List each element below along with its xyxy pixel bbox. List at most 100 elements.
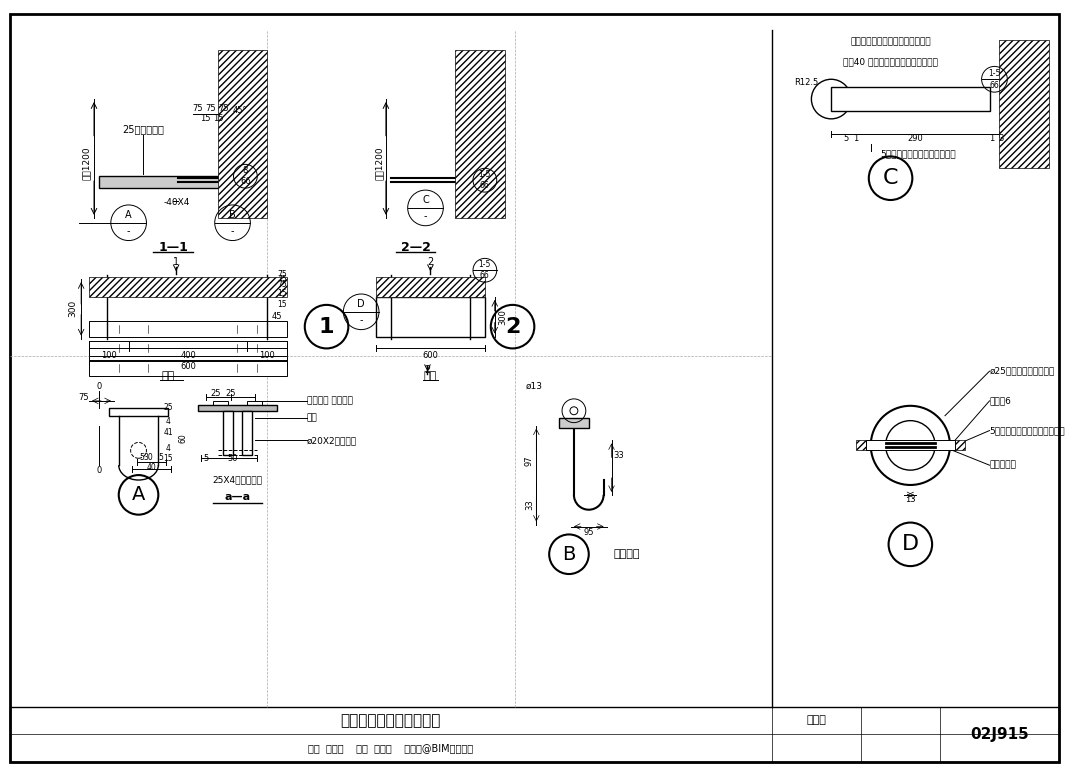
Text: 13: 13 <box>905 495 916 504</box>
Text: 45°: 45° <box>232 106 246 116</box>
Text: D: D <box>357 299 365 309</box>
Text: 1: 1 <box>989 134 994 143</box>
Text: 100: 100 <box>259 351 275 360</box>
Text: 75: 75 <box>278 279 287 289</box>
Bar <box>376 297 485 337</box>
Text: 1-5: 1-5 <box>478 261 491 269</box>
Text: 5: 5 <box>203 454 208 462</box>
Text: 100: 100 <box>100 351 117 360</box>
Text: 2: 2 <box>424 365 431 375</box>
Text: 无障碍卫生间置物架详图: 无障碍卫生间置物架详图 <box>340 713 441 728</box>
Text: 25: 25 <box>163 404 173 412</box>
Text: 成品挂钩: 成品挂钩 <box>613 549 640 559</box>
Bar <box>559 417 589 428</box>
Text: 75: 75 <box>192 105 203 113</box>
Text: 1: 1 <box>319 317 335 337</box>
Text: 600: 600 <box>422 351 438 360</box>
Text: 平面: 平面 <box>162 371 175 381</box>
Text: -: - <box>423 211 428 221</box>
Text: 66: 66 <box>480 181 489 190</box>
Bar <box>99 176 228 188</box>
Text: -: - <box>231 226 234 236</box>
Text: 5厚安全玻璃搁板或硬质塑料板: 5厚安全玻璃搁板或硬质塑料板 <box>880 149 956 158</box>
Text: C: C <box>882 168 899 189</box>
Text: 75: 75 <box>278 270 287 279</box>
Text: 290: 290 <box>907 134 923 143</box>
Text: D: D <box>902 535 919 554</box>
Text: 25: 25 <box>211 390 221 398</box>
Text: 75: 75 <box>79 393 90 403</box>
Text: B: B <box>563 545 576 563</box>
Text: 45: 45 <box>272 312 282 321</box>
Text: 2: 2 <box>504 317 521 337</box>
Text: 15: 15 <box>214 114 224 123</box>
Text: 1-5: 1-5 <box>478 171 491 179</box>
Text: -40X4: -40X4 <box>163 199 190 207</box>
Text: 2: 2 <box>428 258 433 267</box>
Text: 5: 5 <box>159 452 164 462</box>
Text: A: A <box>132 485 145 504</box>
Text: 图集号: 图集号 <box>807 715 826 726</box>
Text: 30: 30 <box>144 452 153 462</box>
Text: 2—2: 2—2 <box>401 241 431 254</box>
Circle shape <box>870 406 950 485</box>
Text: C: C <box>422 195 429 205</box>
Text: 4: 4 <box>165 444 171 453</box>
Text: a—a: a—a <box>225 492 251 502</box>
Bar <box>376 277 485 297</box>
Circle shape <box>811 79 851 119</box>
Text: 25: 25 <box>226 390 235 398</box>
Text: 41: 41 <box>163 428 173 437</box>
Text: 距地1200: 距地1200 <box>375 147 383 180</box>
Bar <box>89 320 287 337</box>
Text: 66: 66 <box>480 271 489 280</box>
Text: 1: 1 <box>853 134 859 143</box>
Text: 66: 66 <box>989 81 999 89</box>
Bar <box>222 411 232 456</box>
Text: 15: 15 <box>278 300 287 310</box>
Bar <box>89 277 287 297</box>
Bar <box>455 50 504 218</box>
Text: 02J915: 02J915 <box>970 727 1029 742</box>
Bar <box>89 360 287 376</box>
Text: ø25镀铬钢管或不锈钢管: ø25镀铬钢管或不锈钢管 <box>989 367 1055 376</box>
Text: 0: 0 <box>96 382 102 390</box>
Text: 400: 400 <box>180 351 195 360</box>
Bar <box>866 441 955 450</box>
Bar <box>10 707 1058 762</box>
Text: B: B <box>229 210 235 220</box>
Text: 槽口宽6: 槽口宽6 <box>989 397 1011 405</box>
Text: ø13: ø13 <box>526 382 543 390</box>
Text: 66: 66 <box>240 177 251 186</box>
Text: 75: 75 <box>278 275 287 284</box>
Bar <box>198 405 278 411</box>
Bar <box>999 40 1049 168</box>
Text: 600: 600 <box>180 362 195 371</box>
Text: 33: 33 <box>525 500 534 510</box>
Text: 平面: 平面 <box>423 371 437 381</box>
Text: ø20X2硬塑料管: ø20X2硬塑料管 <box>307 436 356 445</box>
Text: R12.5: R12.5 <box>794 78 819 87</box>
Text: 橡胶密封条: 橡胶密封条 <box>989 461 1016 469</box>
Text: 两端焊接 锉平打光: 两端焊接 锉平打光 <box>307 397 353 405</box>
Text: 15: 15 <box>278 289 287 297</box>
Text: 33: 33 <box>613 451 624 460</box>
Text: 距地1200: 距地1200 <box>82 147 91 180</box>
Text: 97: 97 <box>525 455 534 466</box>
Text: 4: 4 <box>165 417 171 426</box>
Text: 1—1: 1—1 <box>159 241 188 254</box>
Text: -: - <box>360 315 363 325</box>
Text: 60: 60 <box>178 434 188 443</box>
Text: 1: 1 <box>173 258 179 267</box>
Text: 3: 3 <box>999 134 1004 143</box>
Bar <box>218 50 267 218</box>
Text: 8: 8 <box>243 166 248 175</box>
Text: 5: 5 <box>843 134 849 143</box>
Bar <box>242 411 253 456</box>
Text: 75: 75 <box>218 105 229 113</box>
Text: 1-5: 1-5 <box>988 69 1001 78</box>
Text: 0: 0 <box>96 466 102 475</box>
Text: 审核  朱鹤叫    校对  刘怀茶    搜狐号@BIM改变建筑: 审核 朱鹤叫 校对 刘怀茶 搜狐号@BIM改变建筑 <box>308 743 473 753</box>
Text: 50: 50 <box>227 454 238 462</box>
Bar <box>832 87 989 111</box>
